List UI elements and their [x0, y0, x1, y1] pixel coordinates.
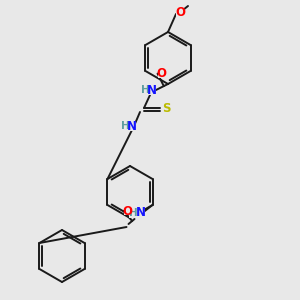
Text: H: H [121, 121, 129, 131]
Text: N: N [127, 119, 137, 133]
Bar [162, 104, 170, 112]
Text: O: O [123, 205, 133, 218]
Text: O: O [175, 7, 185, 20]
Bar [176, 9, 184, 17]
Text: S: S [162, 101, 170, 115]
Text: H: H [141, 85, 149, 95]
Bar [128, 208, 145, 217]
Text: O: O [157, 67, 166, 80]
Text: N: N [147, 83, 157, 97]
Bar [140, 85, 156, 94]
Text: H: H [129, 208, 138, 218]
Bar [120, 122, 136, 130]
Bar [158, 70, 166, 78]
Bar [124, 207, 132, 215]
Text: N: N [136, 206, 146, 220]
